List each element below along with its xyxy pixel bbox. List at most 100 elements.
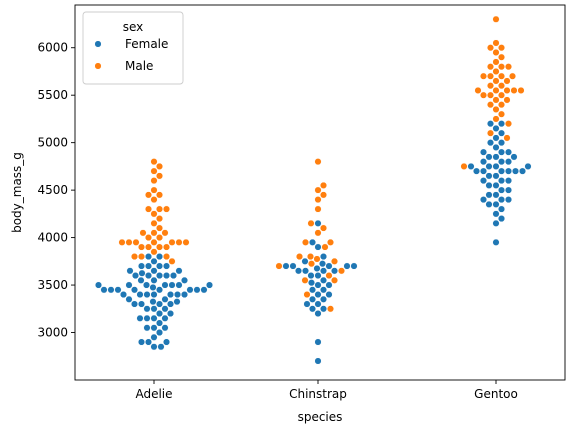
data-point-female-gentoo <box>504 158 513 166</box>
data-point-male-adelie <box>150 167 158 175</box>
data-point-female-adelie <box>94 281 103 289</box>
data-point-female-adelie <box>161 295 169 303</box>
data-point-female-adelie <box>143 291 151 299</box>
data-point-male-chinstrap <box>301 276 309 284</box>
data-point-female-chinstrap <box>307 279 316 287</box>
data-point-male-adelie <box>162 253 171 261</box>
data-point-female-gentoo <box>497 129 506 137</box>
data-point-male-adelie <box>150 158 158 166</box>
data-point-female-adelie <box>162 262 171 270</box>
data-point-female-gentoo <box>479 167 488 175</box>
data-point-male-gentoo <box>486 63 495 71</box>
data-point-male-adelie <box>162 205 171 213</box>
data-point-female-chinstrap <box>314 281 322 289</box>
data-point-female-gentoo <box>497 186 506 194</box>
data-point-male-gentoo <box>503 86 511 94</box>
data-point-female-adelie <box>150 276 158 284</box>
data-point-female-adelie <box>161 314 169 322</box>
data-point-female-adelie <box>144 272 153 280</box>
data-point-female-adelie <box>100 286 108 294</box>
data-point-male-gentoo <box>474 86 482 94</box>
data-point-female-chinstrap <box>319 286 328 294</box>
data-point-male-adelie <box>144 234 153 242</box>
data-point-female-chinstrap <box>325 291 333 299</box>
data-point-female-gentoo <box>497 158 506 166</box>
data-point-male-gentoo <box>504 63 513 71</box>
data-point-female-chinstrap <box>314 291 322 299</box>
data-point-male-gentoo <box>492 48 500 57</box>
y-tick-label: 5000 <box>37 136 68 150</box>
data-point-male-adelie <box>139 229 147 237</box>
data-point-male-adelie <box>168 238 176 246</box>
data-point-female-adelie <box>169 272 178 280</box>
data-point-female-gentoo <box>518 167 527 175</box>
data-point-male-gentoo <box>486 82 495 90</box>
data-point-female-gentoo <box>510 153 518 161</box>
data-point-female-chinstrap <box>308 305 317 313</box>
data-point-male-adelie <box>155 243 164 251</box>
y-tick-label: 4500 <box>37 183 68 197</box>
data-point-female-gentoo <box>485 181 493 189</box>
data-point-male-gentoo <box>497 82 506 90</box>
data-point-male-gentoo <box>504 120 513 128</box>
data-point-male-gentoo <box>492 86 500 94</box>
data-point-female-gentoo <box>492 143 500 151</box>
data-point-male-adelie <box>125 238 133 246</box>
data-point-female-gentoo <box>497 120 506 128</box>
data-point-male-adelie <box>155 205 164 213</box>
data-point-male-adelie <box>168 257 176 265</box>
data-point-male-adelie <box>155 224 164 232</box>
data-point-female-adelie <box>155 328 164 337</box>
data-point-female-gentoo <box>492 124 500 132</box>
data-point-female-adelie <box>161 305 169 313</box>
data-point-female-chinstrap <box>319 305 328 313</box>
data-point-male-gentoo <box>492 39 500 47</box>
data-point-female-adelie <box>144 253 153 261</box>
data-point-male-chinstrap <box>319 224 328 232</box>
data-point-female-gentoo <box>479 158 488 166</box>
data-points <box>94 15 532 365</box>
data-point-male-chinstrap <box>325 272 333 280</box>
data-point-female-adelie <box>125 295 133 303</box>
data-point-female-adelie <box>150 314 158 322</box>
data-point-male-chinstrap <box>326 238 335 246</box>
data-point-female-gentoo <box>504 177 513 185</box>
data-point-female-gentoo <box>497 139 506 147</box>
data-point-male-gentoo <box>486 44 495 52</box>
data-point-male-gentoo <box>486 72 495 80</box>
data-point-male-gentoo <box>492 15 500 23</box>
data-point-female-gentoo <box>504 167 513 175</box>
x-tick-label: Gentoo <box>474 387 518 401</box>
data-point-female-adelie <box>125 281 133 289</box>
data-point-female-chinstrap <box>314 300 322 308</box>
data-point-female-adelie <box>136 291 144 299</box>
data-point-female-adelie <box>150 324 158 332</box>
data-point-male-gentoo <box>492 96 500 104</box>
data-point-male-gentoo <box>492 115 500 123</box>
data-point-male-adelie <box>155 172 164 180</box>
data-point-female-adelie <box>149 298 157 306</box>
data-point-female-adelie <box>143 305 151 313</box>
data-point-female-adelie <box>155 253 164 261</box>
legend-marker-female <box>94 40 102 48</box>
data-point-female-adelie <box>175 267 183 275</box>
data-point-female-gentoo <box>504 186 513 194</box>
data-point-female-gentoo <box>479 196 488 204</box>
data-point-female-adelie <box>155 286 164 294</box>
data-point-male-adelie <box>150 248 158 256</box>
data-point-female-adelie <box>150 267 158 275</box>
data-point-male-adelie <box>130 253 139 261</box>
data-point-female-gentoo <box>511 167 520 175</box>
data-point-female-adelie <box>166 309 175 318</box>
data-point-female-gentoo <box>492 210 500 218</box>
data-point-female-adelie <box>157 343 165 351</box>
data-point-male-adelie <box>132 238 140 246</box>
data-point-male-gentoo <box>497 63 506 71</box>
data-point-female-adelie <box>155 272 164 280</box>
data-point-male-adelie <box>155 234 164 242</box>
data-point-male-chinstrap <box>275 262 283 270</box>
data-point-male-adelie <box>155 215 164 223</box>
data-point-female-adelie <box>175 281 183 289</box>
data-point-female-chinstrap <box>308 238 317 246</box>
